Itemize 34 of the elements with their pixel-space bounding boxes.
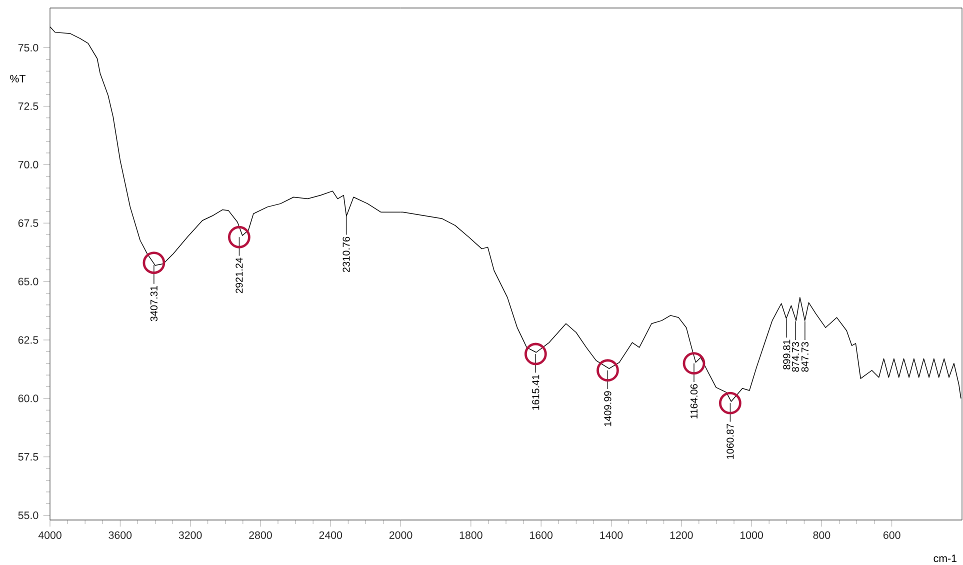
annotation: 874.73: [792, 342, 800, 372]
annotation: 1060.87: [726, 424, 734, 459]
annotation: 847.73: [801, 342, 808, 372]
x-tick-label: 800: [813, 531, 830, 539]
y-tick-label: 72.5: [18, 102, 38, 110]
x-axis-title: cm-1: [934, 554, 956, 562]
x-tick-label: 1600: [530, 531, 553, 539]
annotation: 899.81: [783, 340, 790, 370]
x-tick-label: 1000: [740, 531, 763, 539]
annotation: 2310.76: [342, 236, 350, 272]
x-tick-label: 3200: [178, 531, 202, 539]
annotation: 2921.24: [236, 258, 243, 294]
annotation: 3407.31: [150, 286, 158, 322]
y-tick-label: 60.0: [18, 394, 38, 402]
y-tick-label: 57.5: [18, 453, 38, 461]
y-axis-title: %T: [10, 74, 26, 82]
annotation: 1409.99: [604, 391, 612, 426]
y-tick-label: 62.5: [18, 336, 38, 344]
x-tick-label: 3600: [108, 531, 132, 539]
annotation: 1164.06: [690, 384, 698, 418]
x-tick-label: 4000: [38, 531, 62, 539]
y-tick-label: 70.0: [18, 160, 38, 168]
y-tick-label: 65.0: [18, 278, 38, 286]
x-tick-label: 1400: [600, 531, 623, 539]
annotation: 1615.41: [532, 374, 540, 410]
x-tick-label: 2000: [389, 531, 412, 539]
y-tick-label: 75.0: [18, 44, 38, 52]
x-tick-label: 1800: [460, 531, 482, 539]
y-tick-label: 55.0: [18, 512, 38, 520]
x-tick-label: 600: [883, 531, 900, 539]
y-tick-label: 67.5: [18, 219, 38, 227]
x-tick-label: 2800: [249, 531, 272, 539]
x-tick-label: 2400: [319, 531, 342, 539]
x-tick-label: 1200: [670, 531, 693, 539]
